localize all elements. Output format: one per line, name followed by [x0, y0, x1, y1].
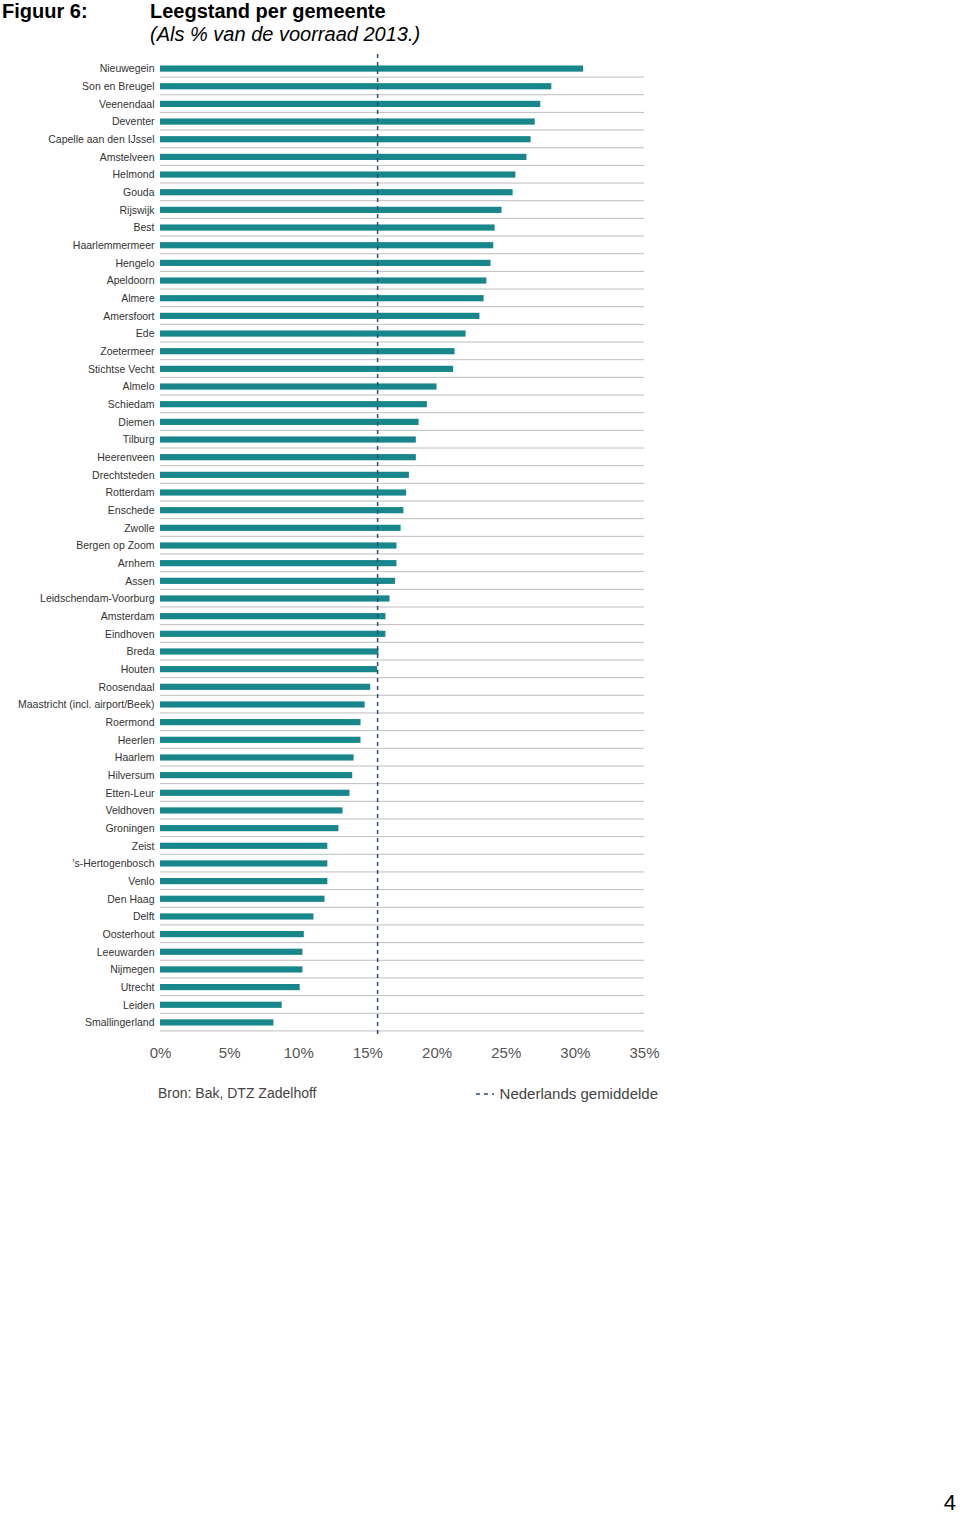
- svg-text:Capelle aan den IJssel: Capelle aan den IJssel: [48, 133, 154, 145]
- svg-text:Oosterhout: Oosterhout: [103, 928, 155, 940]
- html-text:Leegstand per gemeente: Leegstand per gemeente: [150, 0, 386, 22]
- svg-text:Best: Best: [133, 221, 154, 233]
- html-text:Nederlands gemiddelde: Nederlands gemiddelde: [499, 1085, 658, 1102]
- svg-text:Amersfoort: Amersfoort: [103, 310, 154, 322]
- svg-text:Arnhem: Arnhem: [118, 557, 155, 569]
- svg-text:Tilburg: Tilburg: [123, 433, 155, 445]
- svg-text:Utrecht: Utrecht: [121, 981, 155, 993]
- svg-text:Houten: Houten: [121, 663, 155, 675]
- svg-text:Assen: Assen: [125, 575, 154, 587]
- svg-text:Ede: Ede: [136, 327, 155, 339]
- svg-text:Maastricht (incl. airport/Beek: Maastricht (incl. airport/Beek): [18, 698, 155, 710]
- svg-text:5%: 5%: [219, 1044, 241, 1061]
- svg-text:Breda: Breda: [126, 645, 154, 657]
- svg-text:Zoetermeer: Zoetermeer: [100, 345, 155, 357]
- svg-text:Veenendaal: Veenendaal: [99, 98, 154, 110]
- svg-text:Den Haag: Den Haag: [107, 893, 154, 905]
- svg-text:Almelo: Almelo: [122, 380, 154, 392]
- svg-text:Smallingerland: Smallingerland: [85, 1016, 155, 1028]
- svg-text:20%: 20%: [422, 1044, 452, 1061]
- svg-text:Amsterdam: Amsterdam: [101, 610, 155, 622]
- svg-text:Hengelo: Hengelo: [115, 257, 154, 269]
- svg-text:Rotterdam: Rotterdam: [105, 486, 154, 498]
- svg-text:Son en Breugel: Son en Breugel: [82, 80, 154, 92]
- svg-text:Hilversum: Hilversum: [108, 769, 155, 781]
- html-text:Bron: Bak, DTZ Zadelhoff: Bron: Bak, DTZ Zadelhoff: [158, 1085, 317, 1101]
- svg-text:Leeuwarden: Leeuwarden: [97, 946, 155, 958]
- svg-text:Venlo: Venlo: [128, 875, 154, 887]
- svg-text:30%: 30%: [560, 1044, 590, 1061]
- svg-text:Nijmegen: Nijmegen: [110, 963, 155, 975]
- svg-text:Almere: Almere: [121, 292, 154, 304]
- svg-text:10%: 10%: [284, 1044, 314, 1061]
- svg-text:15%: 15%: [353, 1044, 383, 1061]
- svg-text:Haarlem: Haarlem: [115, 751, 155, 763]
- svg-text:Zwolle: Zwolle: [124, 522, 155, 534]
- svg-text:Deventer: Deventer: [112, 115, 155, 127]
- svg-text:Groningen: Groningen: [105, 822, 154, 834]
- svg-text:Etten-Leur: Etten-Leur: [105, 787, 155, 799]
- svg-text:Veldhoven: Veldhoven: [105, 804, 154, 816]
- svg-text:Leiden: Leiden: [123, 999, 155, 1011]
- svg-text:Eindhoven: Eindhoven: [105, 628, 155, 640]
- svg-text:Haarlemmermeer: Haarlemmermeer: [73, 239, 155, 251]
- svg-text:Heerlen: Heerlen: [118, 734, 155, 746]
- svg-text:Stichtse Vecht: Stichtse Vecht: [88, 363, 155, 375]
- svg-text:0%: 0%: [150, 1044, 172, 1061]
- svg-text:Nieuwegein: Nieuwegein: [100, 62, 155, 74]
- svg-text:Leidschendam-Voorburg: Leidschendam-Voorburg: [40, 592, 155, 604]
- svg-text:'s-Hertogenbosch: 's-Hertogenbosch: [73, 857, 155, 869]
- svg-text:Roosendaal: Roosendaal: [98, 681, 154, 693]
- svg-text:Enschede: Enschede: [108, 504, 155, 516]
- svg-text:Gouda: Gouda: [123, 186, 155, 198]
- svg-text:Heerenveen: Heerenveen: [97, 451, 154, 463]
- svg-text:Drechtsteden: Drechtsteden: [92, 469, 155, 481]
- svg-text:35%: 35%: [629, 1044, 659, 1061]
- svg-text:Schiedam: Schiedam: [108, 398, 155, 410]
- svg-text:Apeldoorn: Apeldoorn: [107, 274, 155, 286]
- svg-text:25%: 25%: [491, 1044, 521, 1061]
- svg-text:Rijswijk: Rijswijk: [120, 204, 156, 216]
- html-text:4: 4: [943, 1490, 956, 1515]
- svg-text:Amstelveen: Amstelveen: [100, 151, 155, 163]
- svg-text:Delft: Delft: [133, 910, 155, 922]
- svg-text:Helmond: Helmond: [112, 168, 154, 180]
- svg-text:Roermond: Roermond: [105, 716, 154, 728]
- svg-text:Diemen: Diemen: [118, 416, 154, 428]
- svg-text:Zeist: Zeist: [132, 840, 155, 852]
- html-text:(Als % van de voorraad 2013.): (Als % van de voorraad 2013.): [150, 23, 421, 45]
- svg-text:Bergen op Zoom: Bergen op Zoom: [76, 539, 154, 551]
- html-text:Figuur 6:: Figuur 6:: [2, 0, 88, 22]
